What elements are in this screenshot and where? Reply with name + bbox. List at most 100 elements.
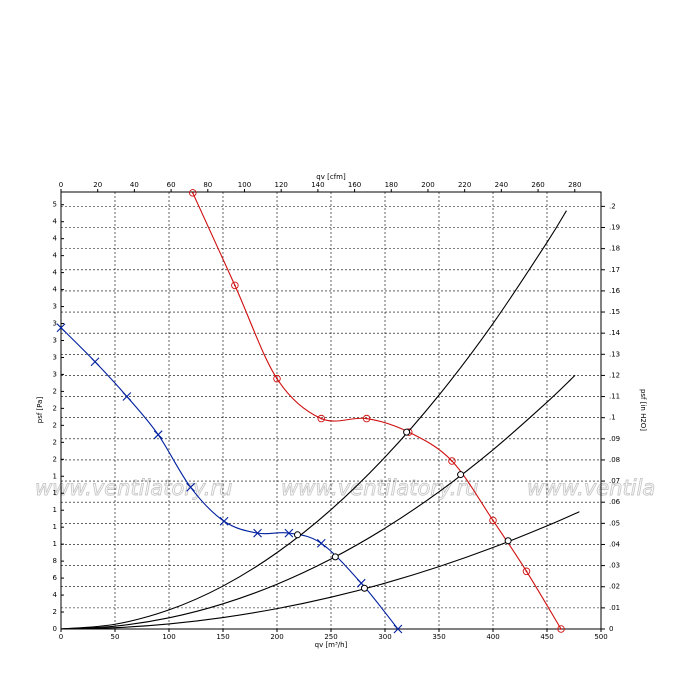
y-tick-label: 6	[53, 574, 58, 582]
watermark-group: www.ventilatory.ru www.ventilatory.ru www.…	[35, 476, 684, 501]
y2-tick-label: .05	[609, 519, 620, 527]
circle-marker-ring	[448, 457, 456, 465]
y2-tick-label: .02	[609, 583, 620, 591]
x2-tick-label: 160	[348, 181, 361, 189]
x2-tick-label: 280	[568, 181, 581, 189]
circle-marker-dot	[451, 460, 453, 462]
x-tick-label: 150	[216, 633, 229, 641]
x-marker	[153, 430, 163, 440]
operating-point	[331, 553, 339, 561]
y-tick-label: 0	[53, 625, 57, 633]
circle-marker-dot	[365, 417, 368, 420]
x-marker	[56, 323, 66, 333]
y-tick-label: 3	[53, 370, 57, 378]
y-tick-label: 2	[53, 438, 57, 446]
x-tick-label: 400	[486, 633, 499, 641]
circle-marker-ring	[362, 414, 371, 423]
curve	[60, 511, 580, 630]
circle-marker-dot	[525, 570, 528, 573]
x-marker	[219, 516, 229, 526]
x-axis-bottom-label: qv [m³/h]	[315, 641, 348, 649]
x2-tick-label: 200	[421, 181, 434, 189]
y2-tick-label: .1	[609, 414, 616, 422]
y2-tick-label: .09	[609, 435, 620, 443]
circle-marker-dot	[492, 519, 494, 522]
operating-point	[403, 428, 411, 436]
curve	[60, 210, 567, 630]
y-axis-left-label: psf [Pa]	[36, 397, 44, 424]
circle-marker-ring	[557, 625, 565, 633]
x2-tick-label: 0	[59, 181, 63, 189]
y2-tick-label: .01	[609, 604, 620, 612]
y2-tick-label: .07	[609, 477, 620, 485]
x2-tick-label: 40	[130, 181, 139, 189]
x-marker	[393, 624, 403, 634]
y-tick-label: 2	[53, 404, 57, 412]
x-marker	[316, 538, 326, 548]
x2-tick-label: 140	[311, 181, 324, 189]
x-marker	[122, 392, 132, 401]
y-tick-label: 1	[53, 523, 57, 531]
y-tick-label: 3	[53, 353, 57, 361]
operating-point	[360, 584, 368, 592]
circle-marker	[189, 189, 197, 197]
circle-marker	[273, 374, 281, 383]
x-tick-label: 100	[162, 633, 175, 641]
circle-marker-dot	[191, 191, 194, 194]
y2-tick-label: .17	[609, 266, 620, 274]
y2-tick-label: .06	[609, 498, 621, 506]
circle-marker-ring	[317, 414, 326, 423]
y-tick-label: 4	[53, 286, 58, 294]
y-axis-right-label: psf [in H2O]	[639, 389, 647, 431]
y-tick-label: 2	[53, 455, 57, 463]
x2-tick-label: 260	[531, 181, 544, 189]
x-tick-label: 350	[432, 633, 445, 641]
x-tick-label: 200	[270, 633, 283, 641]
x-tick-label: 450	[540, 633, 553, 641]
y-tick-label: 4	[53, 252, 58, 260]
y-tick-label: 3	[53, 320, 57, 328]
y2-tick-label: .18	[609, 245, 620, 253]
circle-marker	[362, 414, 371, 423]
x2-tick-label: 120	[274, 181, 287, 189]
circle-marker-ring	[489, 516, 497, 525]
y-tick-label: 2	[53, 608, 57, 616]
x2-tick-label: 180	[385, 181, 398, 189]
watermark: www.ventilatory.ru	[527, 476, 684, 500]
circle-marker-dot	[233, 284, 236, 287]
circle-marker	[317, 414, 326, 423]
x-tick-label: 500	[594, 633, 607, 641]
y-tick-label: 3	[53, 336, 57, 344]
x-axis-top-label: qv [cfm]	[316, 173, 346, 181]
y2-tick-label: .08	[609, 456, 620, 464]
circle-marker	[231, 281, 239, 290]
y2-tick-label: .04	[609, 540, 621, 548]
circle-marker	[489, 516, 497, 525]
x2-tick-label: 240	[495, 181, 508, 189]
circle-marker-dot	[320, 417, 323, 420]
y-tick-label: 3	[53, 303, 57, 311]
circle-marker	[448, 457, 456, 465]
circle-marker	[557, 625, 565, 633]
y-tick-label: 1	[53, 506, 57, 514]
operating-point	[504, 537, 512, 545]
y-tick-label: 4	[53, 218, 58, 226]
y2-tick-label: .12	[609, 371, 620, 379]
circle-marker-ring	[273, 374, 281, 383]
y2-tick-label: .03	[609, 562, 620, 570]
watermark: www.ventilatory.ru	[281, 476, 478, 500]
x-tick-label: 300	[378, 633, 391, 641]
y2-tick-label: 0	[609, 625, 613, 633]
y-tick-label: 8	[53, 557, 57, 565]
y2-tick-label: .19	[609, 224, 620, 232]
y-tick-label: 1	[53, 540, 57, 548]
y2-tick-label: .15	[609, 308, 620, 316]
y-tick-label: 1	[53, 472, 57, 480]
y2-tick-label: .11	[609, 393, 620, 401]
y-tick-label: 4	[53, 269, 58, 277]
operating-point	[457, 471, 465, 479]
y2-tick-label: .13	[609, 350, 620, 358]
circle-marker-ring	[522, 567, 531, 576]
y-tick-label: 4	[53, 591, 58, 599]
